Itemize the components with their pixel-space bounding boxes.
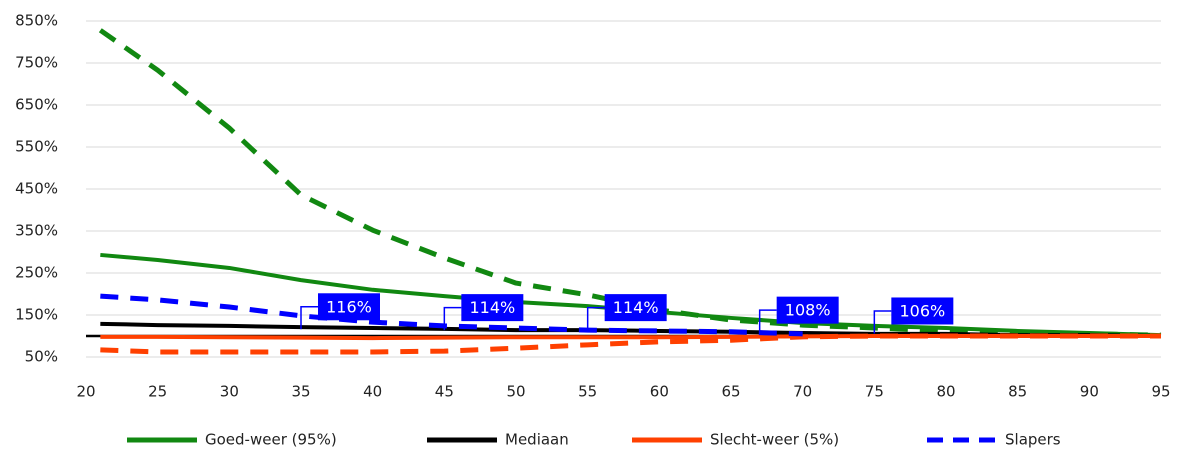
y-tick-label: 850% bbox=[15, 12, 58, 30]
x-tick-label: 30 bbox=[220, 383, 239, 401]
x-tick-label: 60 bbox=[650, 383, 669, 401]
annotation-box bbox=[318, 293, 380, 321]
annotation-leader bbox=[873, 310, 892, 334]
annotation-leader bbox=[443, 306, 462, 331]
y-tick-label: 550% bbox=[15, 138, 58, 156]
y-tick-label: 350% bbox=[15, 222, 58, 240]
annotation-label: 106% bbox=[899, 301, 945, 320]
annotation-box bbox=[891, 297, 954, 325]
x-tick-label: 80 bbox=[936, 383, 955, 401]
annotation-leader bbox=[300, 306, 318, 330]
legend-label: Mediaan bbox=[505, 431, 569, 449]
x-tick-label: 50 bbox=[506, 383, 525, 401]
annotation-box bbox=[776, 296, 839, 324]
annotation-label: 114% bbox=[613, 298, 659, 317]
y-tick-label: 650% bbox=[15, 96, 58, 114]
annotation-label: 116% bbox=[326, 297, 372, 316]
x-tick-label: 25 bbox=[148, 383, 167, 401]
y-tick-label: 50% bbox=[25, 348, 58, 366]
x-tick-label: 70 bbox=[793, 383, 812, 401]
annotation-leader bbox=[758, 309, 777, 333]
legend-label: Goed-weer (95%) bbox=[205, 431, 337, 449]
x-tick-label: 40 bbox=[363, 383, 382, 401]
annotation-label: 114% bbox=[469, 298, 515, 317]
x-tick-label: 45 bbox=[435, 383, 454, 401]
y-tick-label: 150% bbox=[15, 306, 58, 324]
x-tick-label: 20 bbox=[76, 383, 95, 401]
x-tick-label: 75 bbox=[865, 383, 884, 401]
legend-label: Slecht-weer (5%) bbox=[710, 431, 839, 449]
y-tick-label: 250% bbox=[15, 264, 58, 282]
annotation-box bbox=[461, 294, 524, 322]
x-tick-label: 35 bbox=[291, 383, 310, 401]
annotation-box bbox=[604, 294, 667, 322]
y-tick-label: 450% bbox=[15, 180, 58, 198]
x-tick-label: 90 bbox=[1080, 383, 1099, 401]
annotation-label: 108% bbox=[785, 301, 831, 320]
y-tick-label: 750% bbox=[15, 54, 58, 72]
dashed-line bbox=[98, 28, 1162, 338]
x-tick-label: 85 bbox=[1008, 383, 1027, 401]
x-tick-label: 65 bbox=[721, 383, 740, 401]
x-tick-label: 95 bbox=[1151, 383, 1170, 401]
x-tick-label: 55 bbox=[578, 383, 597, 401]
annotation-leader bbox=[586, 306, 605, 331]
line bbox=[100, 334, 1161, 341]
legend-label: Slapers bbox=[1005, 431, 1061, 449]
